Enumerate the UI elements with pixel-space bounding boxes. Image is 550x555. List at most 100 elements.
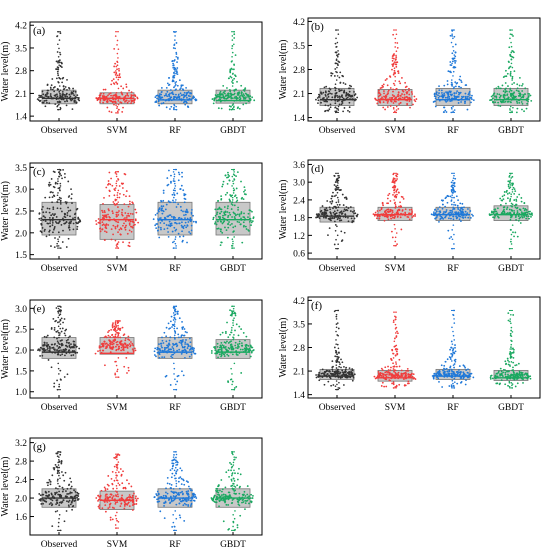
swarm-point bbox=[181, 370, 183, 373]
swarm-point bbox=[464, 210, 467, 213]
swarm-point bbox=[50, 84, 53, 87]
swarm-point bbox=[58, 383, 61, 386]
swarm-point bbox=[219, 228, 222, 231]
y-tick-label: 4.2 bbox=[15, 22, 27, 32]
swarm-point bbox=[407, 370, 409, 372]
swarm-point bbox=[234, 54, 237, 57]
swarm-point bbox=[222, 180, 225, 183]
swarm-point bbox=[324, 212, 327, 215]
swarm-point bbox=[178, 96, 181, 99]
swarm-point bbox=[189, 345, 192, 348]
swarm-point bbox=[509, 352, 511, 355]
swarm-point bbox=[124, 337, 127, 340]
swarm-point bbox=[495, 210, 498, 213]
swarm-point bbox=[383, 215, 386, 218]
swarm-point bbox=[328, 370, 331, 373]
swarm-point bbox=[134, 208, 137, 211]
swarm-point bbox=[351, 369, 354, 372]
swarm-point bbox=[525, 209, 528, 211]
swarm-point bbox=[162, 342, 165, 344]
swarm-point bbox=[232, 103, 235, 105]
swarm-point bbox=[68, 499, 71, 502]
swarm-point bbox=[128, 200, 131, 203]
swarm-point bbox=[125, 217, 128, 219]
swarm-point bbox=[49, 93, 52, 95]
swarm-point bbox=[187, 345, 190, 348]
swarm-point bbox=[442, 203, 444, 206]
swarm-point bbox=[469, 216, 472, 219]
swarm-point bbox=[236, 171, 239, 173]
swarm-point bbox=[396, 173, 399, 176]
swarm-point bbox=[54, 237, 56, 239]
swarm-point bbox=[214, 214, 217, 217]
swarm-point bbox=[339, 71, 342, 74]
swarm-point bbox=[169, 336, 172, 339]
swarm-point bbox=[251, 220, 254, 223]
swarm-point bbox=[117, 231, 119, 233]
swarm-point bbox=[220, 347, 223, 349]
swarm-point bbox=[48, 503, 51, 505]
swarm-point bbox=[515, 111, 518, 114]
swarm-point bbox=[58, 501, 61, 504]
swarm-point bbox=[395, 179, 398, 182]
swarm-point bbox=[450, 41, 453, 44]
y-tick-label: 1.4 bbox=[15, 113, 27, 123]
swarm-point bbox=[392, 102, 395, 104]
swarm-point bbox=[377, 371, 380, 373]
y-tick-label: 2.8 bbox=[15, 458, 27, 468]
swarm-point bbox=[342, 82, 345, 84]
swarm-point bbox=[126, 347, 129, 349]
swarm-point bbox=[230, 93, 232, 96]
swarm-point bbox=[383, 95, 385, 98]
swarm-point bbox=[63, 376, 66, 378]
swarm-point bbox=[219, 244, 222, 247]
swarm-point bbox=[404, 86, 407, 89]
swarm-point bbox=[168, 83, 171, 86]
swarm-point bbox=[221, 231, 224, 234]
swarm-point bbox=[182, 93, 185, 96]
swarm-point bbox=[230, 345, 233, 348]
series-svm bbox=[95, 31, 139, 114]
swarm-point bbox=[459, 373, 462, 375]
swarm-point bbox=[174, 321, 176, 323]
swarm-point bbox=[228, 92, 230, 95]
swarm-point bbox=[335, 62, 338, 65]
swarm-point bbox=[65, 352, 68, 355]
swarm-point bbox=[452, 330, 454, 333]
swarm-point bbox=[38, 493, 41, 495]
swarm-point bbox=[453, 86, 455, 89]
swarm-point bbox=[247, 229, 250, 231]
swarm-point bbox=[386, 197, 389, 200]
swarm-point bbox=[59, 202, 62, 205]
swarm-point bbox=[226, 321, 228, 324]
swarm-point bbox=[387, 365, 389, 368]
y-tick-label: 3.5 bbox=[293, 42, 305, 52]
swarm-point bbox=[219, 208, 222, 211]
swarm-point bbox=[500, 379, 503, 382]
swarm-point bbox=[511, 331, 514, 333]
swarm-point bbox=[183, 214, 185, 217]
swarm-point bbox=[124, 212, 127, 214]
swarm-point bbox=[64, 334, 67, 337]
swarm-point bbox=[382, 374, 385, 376]
swarm-point bbox=[39, 230, 42, 233]
swarm-point bbox=[445, 111, 448, 113]
swarm-point bbox=[505, 87, 507, 90]
swarm-point bbox=[167, 322, 170, 325]
swarm-point bbox=[104, 335, 107, 338]
swarm-point bbox=[245, 102, 247, 105]
swarm-point bbox=[230, 329, 233, 331]
swarm-point bbox=[102, 202, 104, 205]
swarm-point bbox=[49, 86, 52, 89]
swarm-point bbox=[116, 52, 119, 55]
series-rf bbox=[431, 309, 475, 389]
swarm-point bbox=[175, 228, 178, 231]
swarm-point bbox=[124, 339, 127, 342]
swarm-point bbox=[491, 377, 494, 380]
swarm-point bbox=[435, 210, 438, 213]
swarm-point bbox=[128, 223, 131, 226]
swarm-point bbox=[336, 322, 339, 324]
swarm-point bbox=[462, 217, 465, 219]
swarm-point bbox=[512, 375, 515, 377]
swarm-point bbox=[334, 94, 337, 97]
